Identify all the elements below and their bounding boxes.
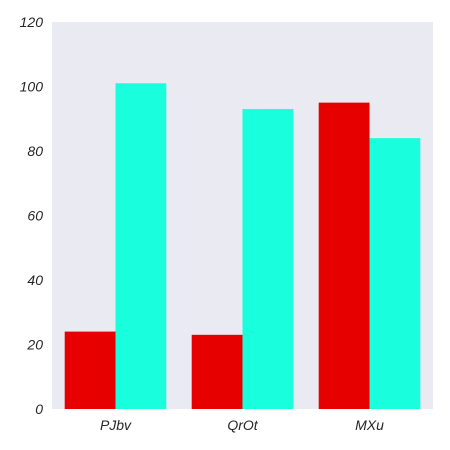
y-tick-label: 40 bbox=[27, 272, 43, 288]
bar-PJbv-series-2 bbox=[115, 83, 167, 410]
y-tick-label: 20 bbox=[26, 337, 43, 353]
y-tick-label: 120 bbox=[20, 14, 44, 30]
x-tick-label: QrOt bbox=[227, 417, 258, 433]
x-axis-ticks: PJbv QrOt MXu bbox=[100, 417, 384, 433]
y-tick-label: 80 bbox=[27, 143, 43, 159]
bar-MXu-series-1 bbox=[318, 102, 370, 410]
bars-layer bbox=[64, 83, 421, 410]
y-tick-label: 100 bbox=[20, 79, 44, 95]
y-tick-label: 0 bbox=[35, 401, 43, 417]
bar-PJbv-series-1 bbox=[64, 331, 116, 409]
y-axis-ticks: 0 20 40 60 80 100 120 bbox=[20, 14, 44, 417]
bar-MXu-series-2 bbox=[369, 138, 421, 409]
y-tick-label: 60 bbox=[27, 208, 43, 224]
bar-QrOt-series-1 bbox=[191, 334, 243, 409]
x-tick-label: MXu bbox=[355, 417, 384, 433]
x-tick-label: PJbv bbox=[100, 417, 132, 433]
bar-QrOt-series-2 bbox=[242, 109, 294, 409]
